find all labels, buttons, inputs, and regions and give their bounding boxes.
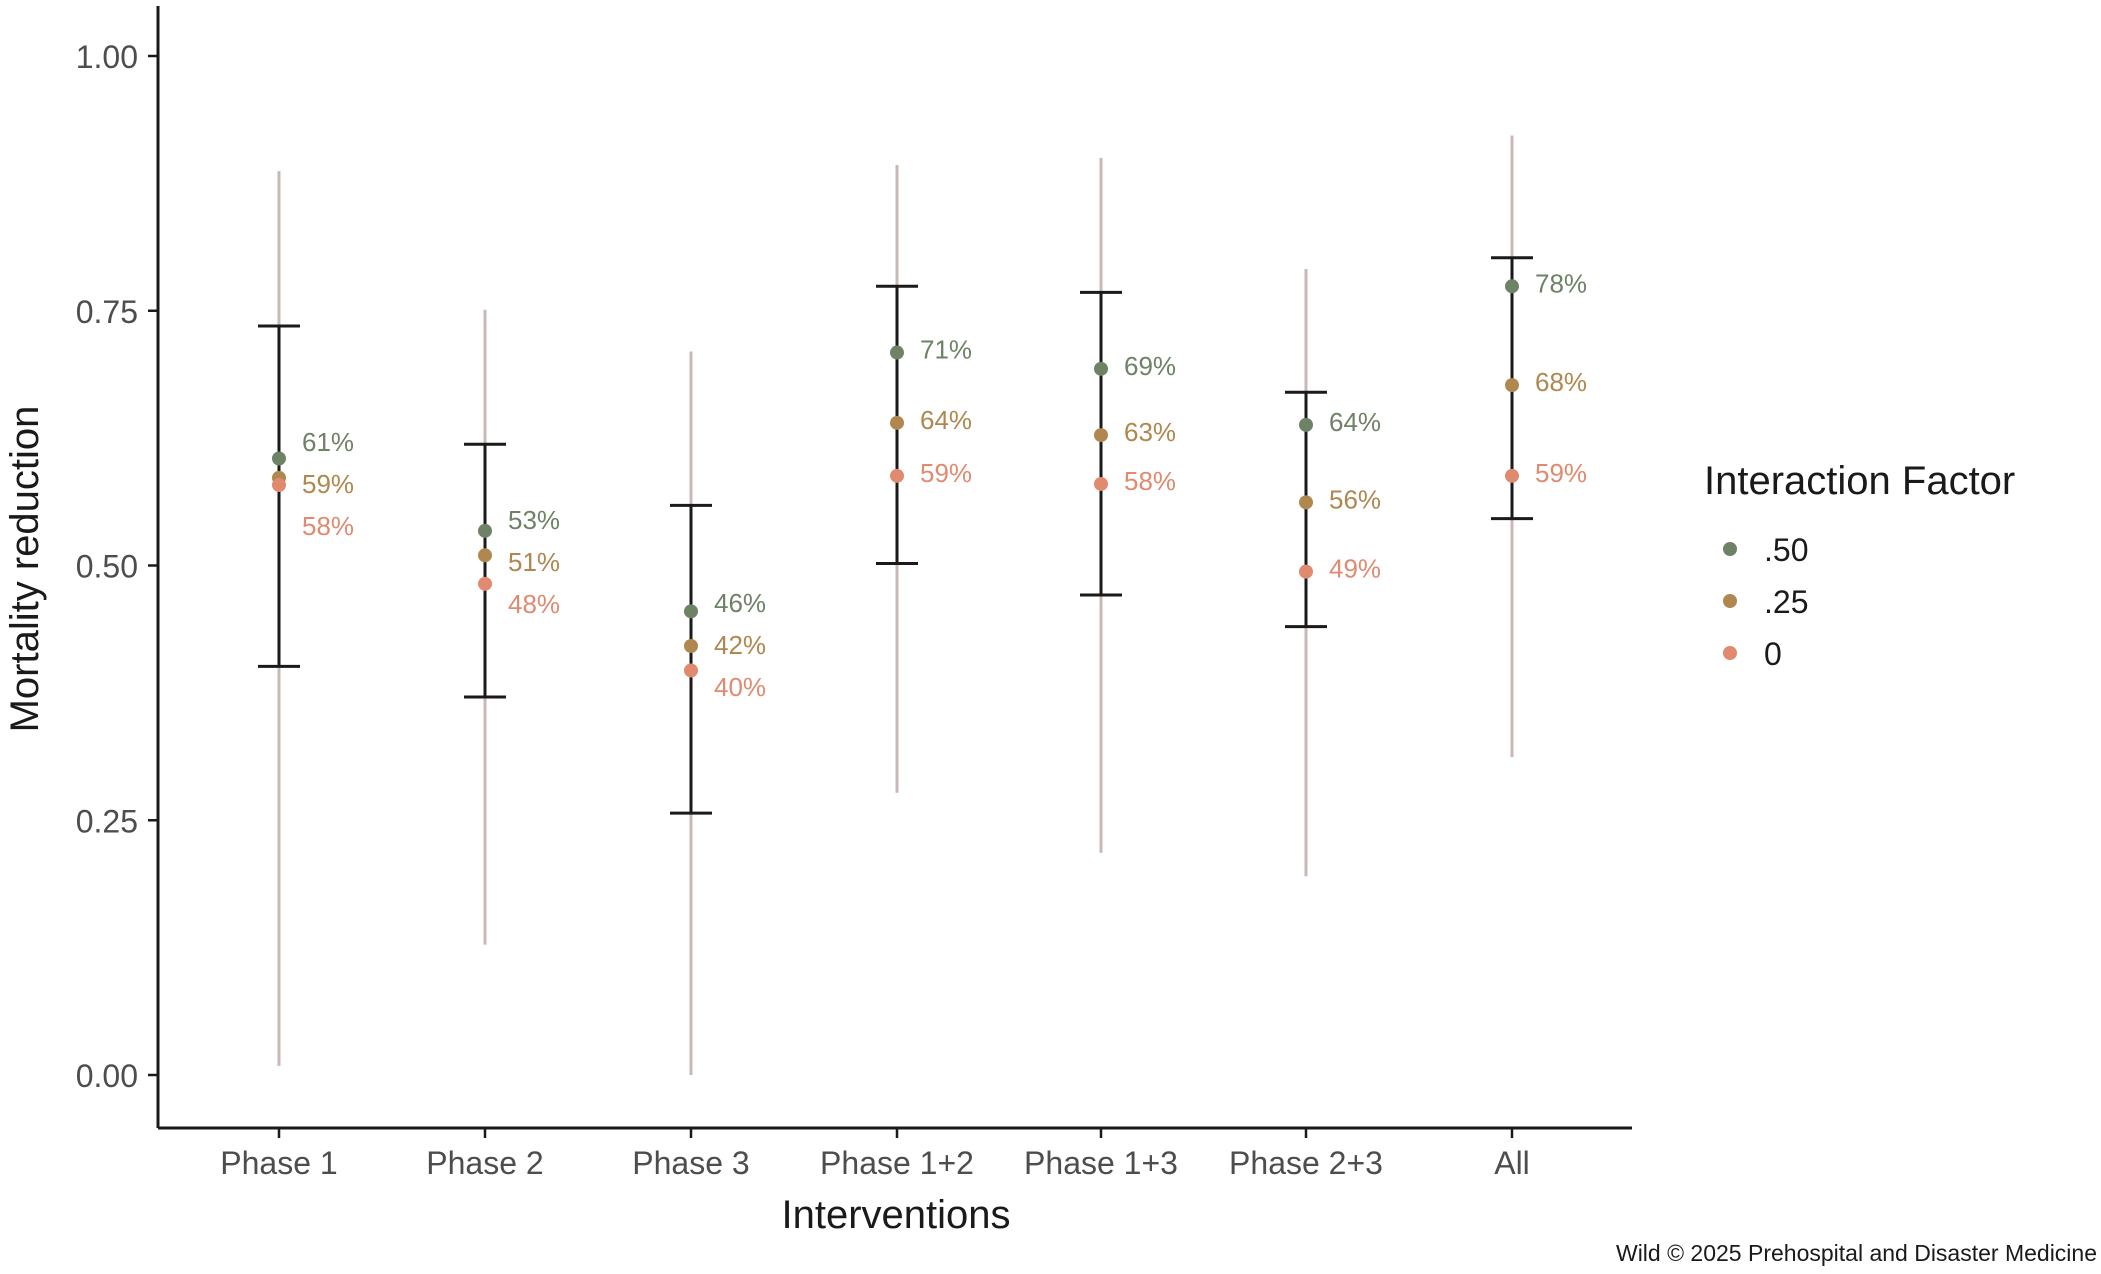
x-tick-label: Phase 1 — [220, 1145, 337, 1181]
x-tick-label: Phase 3 — [632, 1145, 749, 1181]
x-tick-label: Phase 1+2 — [820, 1145, 974, 1181]
data-point — [272, 477, 286, 492]
data-point — [1505, 468, 1519, 483]
data-label: 51% — [508, 547, 560, 577]
data-point — [478, 548, 492, 563]
data-point — [684, 604, 698, 619]
legend-swatch — [1723, 646, 1737, 660]
y-tick-label: 0.75 — [76, 294, 138, 330]
data-point — [1505, 279, 1519, 294]
data-point — [1299, 495, 1313, 510]
data-label: 42% — [714, 630, 766, 660]
y-tick-label: 1.00 — [76, 39, 138, 75]
data-point — [1505, 378, 1519, 393]
data-points — [272, 279, 1519, 678]
axes — [156, 6, 1632, 1130]
data-label: 46% — [714, 588, 766, 618]
data-label: 56% — [1329, 484, 1381, 514]
legend-title: Interaction Factor — [1704, 459, 2015, 503]
data-point — [1299, 564, 1313, 579]
legend: Interaction Factor .50 .25 0 — [1704, 459, 2015, 672]
data-point — [890, 415, 904, 430]
y-tick-label: 0.00 — [76, 1058, 138, 1094]
data-label: 61% — [302, 427, 354, 457]
data-point — [1094, 476, 1108, 491]
y-axis-title: Mortality reduction — [3, 406, 47, 733]
data-label: 64% — [920, 405, 972, 435]
data-label: 64% — [1329, 407, 1381, 437]
data-point — [684, 663, 698, 678]
credit-line: Wild © 2025 Prehospital and Disaster Med… — [1616, 1240, 2097, 1266]
legend-label: 0 — [1764, 636, 1782, 672]
data-label: 49% — [1329, 554, 1381, 584]
x-axis-ticks: Phase 1 Phase 2 Phase 3 Phase 1+2 Phase 1+3 P… — [220, 1128, 1530, 1181]
data-label: 58% — [302, 511, 354, 541]
data-point — [684, 639, 698, 654]
data-point — [272, 451, 286, 466]
legend-swatch — [1723, 594, 1737, 608]
y-axis-ticks: 0.00 0.25 0.50 0.75 1.00 — [76, 39, 158, 1094]
data-label: 69% — [1124, 351, 1176, 381]
legend-label: .50 — [1764, 532, 1808, 568]
data-point — [1094, 361, 1108, 376]
x-tick-label: Phase 1+3 — [1024, 1145, 1178, 1181]
y-tick-label: 0.50 — [76, 549, 138, 585]
data-labels: 61% 59% 58% 53% 51% 48% 46% 42% 40% 71% 64% 59% 69% 6… — [302, 268, 1587, 702]
data-point — [478, 576, 492, 591]
data-label: 59% — [920, 458, 972, 488]
y-tick-label: 0.25 — [76, 803, 138, 839]
data-point — [1094, 428, 1108, 443]
data-label: 53% — [508, 505, 560, 535]
data-label: 59% — [302, 469, 354, 499]
data-label: 71% — [920, 335, 972, 365]
range-lines — [277, 135, 1514, 1075]
x-tick-label: All — [1494, 1145, 1530, 1181]
data-point — [890, 468, 904, 483]
data-point — [478, 523, 492, 538]
data-label: 59% — [1535, 458, 1587, 488]
data-label: 58% — [1124, 466, 1176, 496]
x-tick-label: Phase 2 — [426, 1145, 543, 1181]
legend-swatch — [1723, 542, 1737, 556]
x-tick-label: Phase 2+3 — [1229, 1145, 1383, 1181]
data-label: 48% — [508, 589, 560, 619]
data-label: 68% — [1535, 367, 1587, 397]
data-label: 40% — [714, 672, 766, 702]
data-point — [890, 345, 904, 360]
data-point — [1299, 417, 1313, 432]
data-label: 63% — [1124, 417, 1176, 447]
x-axis-title: Interventions — [781, 1193, 1010, 1237]
legend-label: .25 — [1764, 584, 1808, 620]
data-label: 78% — [1535, 268, 1587, 298]
